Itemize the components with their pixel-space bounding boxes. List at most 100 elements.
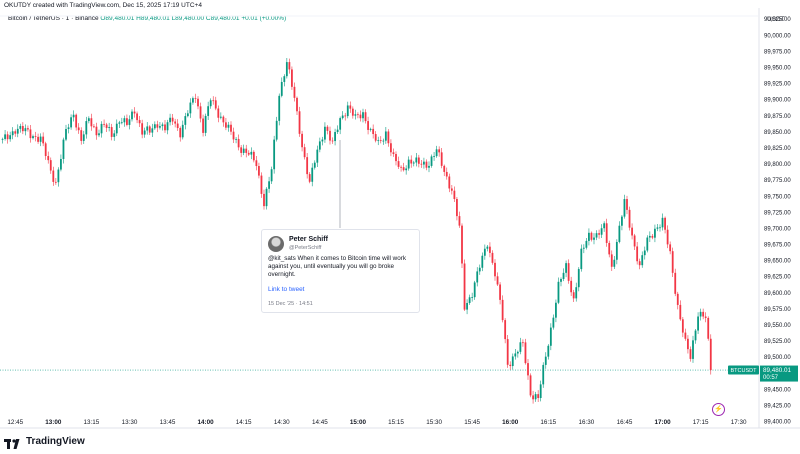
candle bbox=[412, 160, 415, 167]
candle bbox=[258, 162, 260, 179]
candle bbox=[21, 122, 24, 135]
tweet-link[interactable]: Link to tweet bbox=[268, 286, 305, 293]
candle bbox=[684, 328, 687, 341]
candle bbox=[428, 161, 430, 173]
candle bbox=[565, 260, 567, 278]
candle bbox=[699, 308, 702, 321]
candle bbox=[562, 268, 565, 282]
brand-name: TradingView bbox=[26, 435, 85, 447]
candle bbox=[278, 93, 281, 126]
candle bbox=[687, 335, 689, 354]
candle bbox=[296, 96, 298, 115]
candle bbox=[133, 107, 136, 118]
time-axis: 12:45 13:00 13:15 13:30 13:45 14:00 14:15 14:30… bbox=[7, 419, 747, 426]
candle bbox=[70, 114, 72, 130]
price-tick-label: 89,825.00 bbox=[764, 146, 791, 152]
candle bbox=[590, 231, 593, 242]
candle bbox=[189, 98, 192, 118]
candle bbox=[374, 131, 377, 143]
candle bbox=[115, 119, 118, 137]
candle bbox=[126, 114, 128, 127]
tweet-card[interactable]: Peter Schiff @PeterSchiff @kit_sats When… bbox=[261, 229, 420, 313]
candle bbox=[598, 229, 600, 239]
brand-logo[interactable]: TradingView bbox=[4, 434, 85, 449]
candle bbox=[329, 126, 331, 145]
candle bbox=[80, 127, 83, 145]
candle bbox=[87, 116, 90, 124]
candle bbox=[146, 122, 149, 135]
price-tick-label: 89,625.00 bbox=[764, 275, 791, 281]
candle bbox=[128, 115, 131, 130]
candle bbox=[308, 172, 311, 184]
candle bbox=[709, 334, 712, 375]
candle bbox=[707, 316, 710, 341]
candle bbox=[334, 128, 336, 146]
candle bbox=[341, 111, 344, 120]
candle bbox=[237, 134, 240, 151]
candle bbox=[47, 151, 50, 164]
candle bbox=[676, 291, 679, 310]
price-tick-label: 89,875.00 bbox=[764, 114, 791, 120]
price-tick-label: 89,425.00 bbox=[764, 403, 791, 409]
candle bbox=[392, 148, 395, 157]
candle bbox=[148, 125, 151, 136]
candle bbox=[268, 176, 270, 193]
candle bbox=[164, 119, 166, 133]
candle bbox=[85, 116, 88, 139]
symbol-title: Bitcoin / TetherUS · 1 · Binance bbox=[8, 15, 99, 22]
candle bbox=[689, 346, 692, 362]
candle bbox=[212, 96, 215, 105]
candle bbox=[34, 131, 37, 142]
candle bbox=[159, 121, 161, 130]
candle bbox=[113, 130, 116, 141]
candle bbox=[656, 223, 659, 232]
candle bbox=[679, 300, 682, 321]
time-tick-label: 14:30 bbox=[274, 419, 290, 426]
candle bbox=[570, 276, 573, 297]
candle bbox=[24, 124, 27, 136]
candle bbox=[448, 173, 451, 193]
candle bbox=[534, 391, 537, 402]
candle bbox=[204, 113, 207, 137]
time-tick-label: 13:00 bbox=[45, 419, 62, 426]
candle bbox=[532, 390, 534, 404]
candle bbox=[29, 124, 32, 143]
candle bbox=[217, 105, 220, 123]
candle bbox=[118, 120, 121, 129]
time-tick-label: 16:45 bbox=[617, 419, 633, 426]
time-tick-label: 14:00 bbox=[198, 419, 215, 426]
candle bbox=[255, 156, 258, 171]
candle bbox=[288, 58, 291, 74]
candle bbox=[166, 119, 169, 135]
candle bbox=[131, 109, 133, 122]
price-tick-label: 89,800.00 bbox=[764, 162, 791, 168]
candles bbox=[1, 57, 712, 404]
candle bbox=[626, 195, 628, 215]
candle bbox=[359, 110, 362, 122]
candle bbox=[194, 93, 197, 104]
candle bbox=[90, 113, 93, 131]
candle bbox=[456, 196, 458, 221]
candle bbox=[430, 154, 433, 168]
candle bbox=[225, 117, 227, 131]
symbol-legend[interactable]: Bitcoin / TetherUS · 1 · Binance O89,480… bbox=[8, 15, 286, 22]
candle bbox=[32, 134, 34, 140]
candle bbox=[425, 159, 428, 171]
candle bbox=[527, 358, 529, 380]
lightning-icon[interactable]: ⚡ bbox=[712, 403, 725, 416]
candle bbox=[557, 277, 560, 305]
candle bbox=[407, 156, 410, 171]
candle bbox=[227, 121, 230, 132]
candle bbox=[608, 240, 611, 258]
candle bbox=[595, 230, 598, 241]
price-tick-label: 89,700.00 bbox=[764, 226, 791, 232]
candle bbox=[692, 335, 694, 363]
candle bbox=[77, 123, 80, 134]
candle bbox=[423, 157, 425, 169]
candle bbox=[72, 110, 75, 122]
candle bbox=[471, 292, 474, 302]
candle bbox=[57, 167, 60, 187]
candle bbox=[567, 259, 570, 284]
candle bbox=[207, 101, 210, 121]
